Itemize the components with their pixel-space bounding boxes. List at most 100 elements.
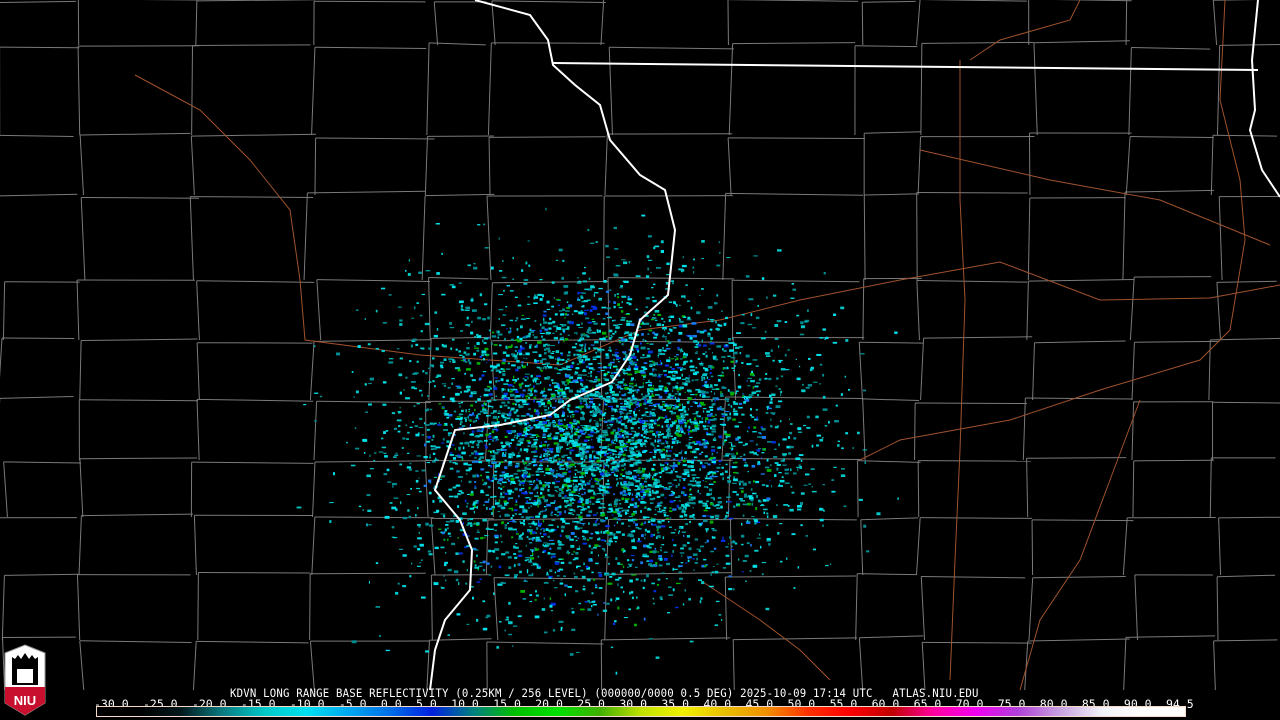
echo-pixel xyxy=(648,259,653,261)
county-line xyxy=(314,46,427,50)
echo-pixel xyxy=(590,374,592,378)
echo-pixel xyxy=(678,527,682,529)
echo-pixel xyxy=(762,499,767,502)
echo-pixel xyxy=(449,444,455,446)
echo-pixel xyxy=(568,381,574,383)
echo-pixel xyxy=(427,550,432,553)
echo-pixel xyxy=(655,333,658,337)
echo-pixel xyxy=(567,484,572,488)
echo-pixel xyxy=(652,564,658,567)
echo-pixel xyxy=(662,536,665,540)
echo-pixel xyxy=(456,455,461,457)
echo-pixel xyxy=(581,475,583,478)
echo-pixel xyxy=(777,532,780,535)
echo-pixel xyxy=(737,504,741,507)
echo-pixel xyxy=(579,501,583,503)
echo-pixel xyxy=(724,470,728,473)
echo-pixel xyxy=(770,397,773,401)
echo-pixel xyxy=(614,437,619,439)
echo-pixel xyxy=(539,511,543,513)
echo-pixel xyxy=(610,463,616,465)
echo-pixel xyxy=(534,389,537,392)
echo-pixel xyxy=(471,452,474,455)
echo-pixel xyxy=(766,405,769,408)
echo-pixel xyxy=(373,459,376,462)
echo-pixel xyxy=(466,368,471,371)
echo-pixel xyxy=(561,472,567,476)
echo-pixel xyxy=(614,443,616,445)
echo-pixel xyxy=(634,452,636,454)
echo-pixel xyxy=(651,489,654,492)
echo-pixel xyxy=(718,460,722,463)
echo-pixel xyxy=(543,423,546,425)
echo-pixel xyxy=(707,463,711,466)
echo-pixel xyxy=(470,331,474,335)
echo-pixel xyxy=(533,464,535,467)
echo-pixel xyxy=(474,452,479,456)
echo-pixel xyxy=(606,256,611,258)
county-line xyxy=(190,196,314,198)
echo-pixel xyxy=(670,425,672,428)
echo-pixel xyxy=(565,386,570,390)
echo-pixel xyxy=(493,477,497,480)
echo-pixel xyxy=(675,358,677,361)
echo-pixel xyxy=(616,418,618,420)
echo-pixel xyxy=(682,363,685,366)
echo-pixel xyxy=(612,354,615,356)
echo-pixel xyxy=(739,352,742,355)
county-line xyxy=(725,575,857,578)
echo-pixel xyxy=(548,327,552,330)
echo-pixel xyxy=(651,287,654,289)
echo-pixel xyxy=(636,505,640,508)
echo-pixel xyxy=(653,534,655,537)
echo-pixel xyxy=(566,358,570,361)
echo-pixel xyxy=(765,352,770,355)
echo-pixel xyxy=(671,539,674,541)
echo-pixel xyxy=(568,470,572,473)
echo-pixel xyxy=(631,559,635,562)
echo-pixel xyxy=(596,459,601,463)
echo-pixel xyxy=(551,450,553,454)
echo-pixel xyxy=(396,419,402,422)
echo-pixel xyxy=(579,487,582,490)
echo-pixel xyxy=(475,500,479,502)
echo-pixel xyxy=(604,540,607,543)
echo-pixel xyxy=(660,493,665,497)
echo-pixel xyxy=(632,361,637,363)
echo-pixel xyxy=(840,393,843,396)
echo-pixel xyxy=(544,377,550,380)
echo-pixel xyxy=(398,373,403,377)
echo-pixel xyxy=(564,462,568,465)
echo-pixel xyxy=(551,406,557,409)
echo-pixel xyxy=(381,437,384,440)
echo-pixel xyxy=(425,372,428,375)
echo-pixel xyxy=(579,344,584,347)
echo-pixel xyxy=(461,409,464,413)
echo-pixel xyxy=(559,390,561,394)
echo-pixel xyxy=(382,403,387,406)
echo-pixel xyxy=(461,425,466,427)
echo-pixel xyxy=(560,579,563,581)
echo-pixel xyxy=(657,520,661,523)
echo-pixel xyxy=(629,464,634,467)
echo-pixel xyxy=(626,320,628,323)
echo-pixel xyxy=(534,360,537,363)
echo-pixel xyxy=(539,444,543,448)
echo-pixel xyxy=(614,540,617,543)
echo-pixel xyxy=(469,424,471,426)
echo-pixel xyxy=(534,394,537,397)
echo-pixel xyxy=(561,459,565,462)
echo-pixel xyxy=(382,322,387,324)
echo-pixel xyxy=(581,469,584,472)
county-line xyxy=(80,132,191,136)
echo-pixel xyxy=(675,606,679,609)
echo-pixel xyxy=(643,378,645,380)
echo-pixel xyxy=(501,276,507,279)
echo-pixel xyxy=(587,299,591,301)
echo-pixel xyxy=(635,523,638,527)
echo-pixel xyxy=(578,476,584,479)
echo-pixel xyxy=(350,464,356,467)
echo-pixel xyxy=(638,471,643,473)
echo-pixel xyxy=(567,486,570,489)
echo-pixel xyxy=(543,317,545,321)
